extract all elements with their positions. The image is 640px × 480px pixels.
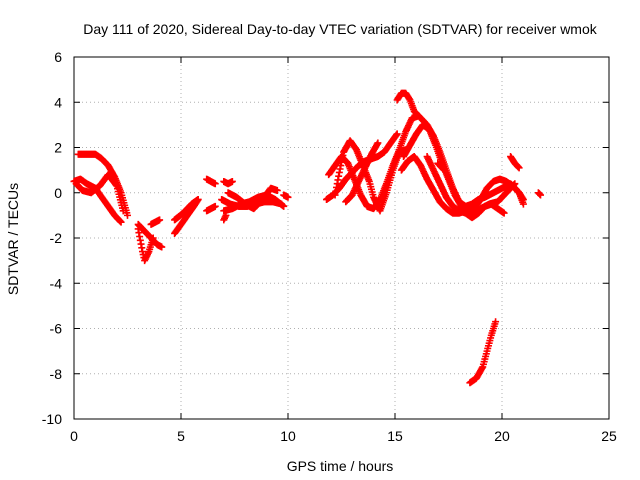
data-point-arc-f <box>156 216 164 224</box>
y-tick-label: 0 <box>54 185 62 201</box>
data-points <box>70 89 545 387</box>
y-tick-label: 2 <box>54 140 62 156</box>
data-point-arc-w <box>511 180 519 188</box>
y-tick-label: -6 <box>50 321 63 337</box>
data-point-arc-y <box>440 166 448 174</box>
y-tick-label: 6 <box>54 49 62 65</box>
data-point-arc-ab <box>537 191 545 199</box>
y-tick-label: 4 <box>54 94 62 110</box>
x-tick-label: 5 <box>177 428 185 444</box>
data-point-arc-p <box>284 193 292 201</box>
x-tick-label: 10 <box>280 428 296 444</box>
y-tick-label: -8 <box>50 366 63 382</box>
grid <box>74 57 609 419</box>
data-point-arc-h <box>194 196 202 204</box>
y-tick-label: -2 <box>50 230 63 246</box>
data-point-arc-o <box>222 211 230 219</box>
data-point-arc-v <box>519 196 527 204</box>
axis-ticks: 0 5 10 15 20 25 -10 -8 -6 -4 -2 0 2 4 6 <box>42 49 617 444</box>
x-tick-label: 15 <box>387 428 403 444</box>
x-tick-label: 0 <box>70 428 78 444</box>
y-axis-label: SDTVAR / TECUs <box>5 183 21 295</box>
data-point-arc-q <box>393 130 401 138</box>
data-point-arc-l <box>280 202 288 210</box>
x-axis-label: GPS time / hours <box>287 458 394 474</box>
x-tick-label: 20 <box>494 428 510 444</box>
data-point-arc-x <box>500 209 508 217</box>
data-point-arc-b <box>117 218 125 226</box>
data-point-arc-c <box>124 211 131 219</box>
data-point-arc-aa <box>515 164 523 172</box>
y-tick-label: -4 <box>50 275 63 291</box>
data-point-arc-z <box>492 318 500 326</box>
y-tick-label: -10 <box>42 411 62 427</box>
data-point-arc-j <box>211 202 219 210</box>
chart-title: Day 111 of 2020, Sidereal Day-to-day VTE… <box>83 21 598 37</box>
data-point-arc-t <box>374 139 382 147</box>
data-point-arc-n <box>228 177 236 185</box>
data-point-arc-e <box>158 243 166 251</box>
data-point-arc-m <box>273 186 281 194</box>
x-tick-label: 25 <box>601 428 617 444</box>
data-point-arc-i <box>211 180 219 188</box>
